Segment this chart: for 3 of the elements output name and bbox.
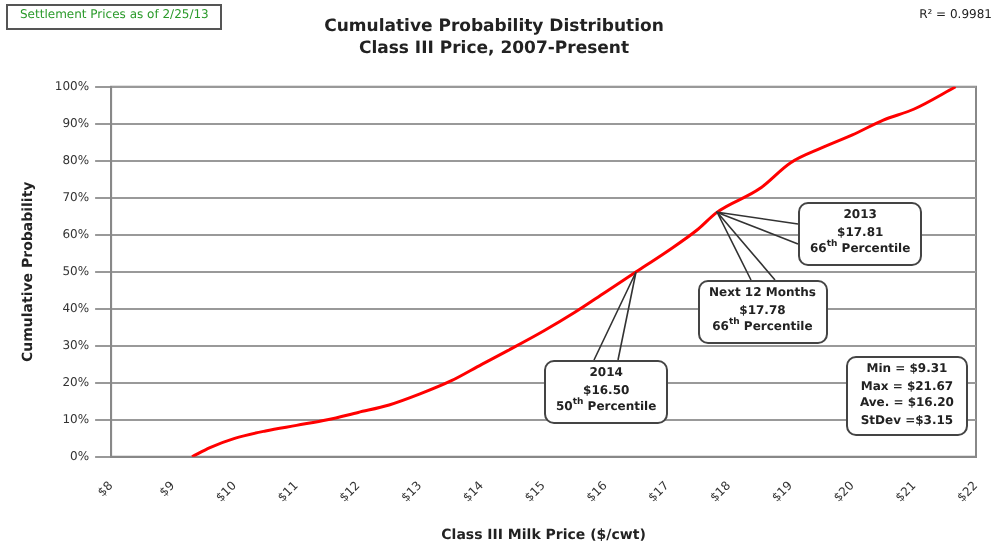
line-series [190,86,958,457]
chart-title: Cumulative Probability Distribution [324,16,664,37]
chart-subtitle: Class III Price, 2007-Present [358,39,630,60]
